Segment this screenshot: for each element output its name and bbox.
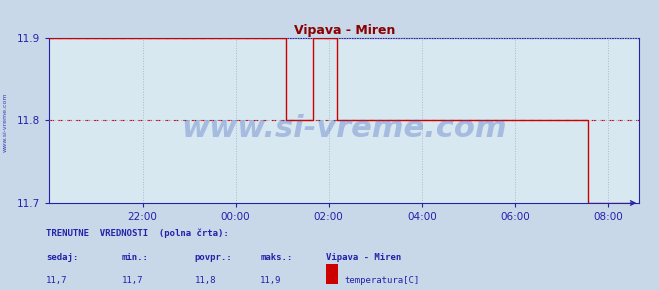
Text: 11,7: 11,7 <box>46 276 68 285</box>
Text: 11,9: 11,9 <box>260 276 282 285</box>
Text: povpr.:: povpr.: <box>194 253 232 262</box>
Text: min.:: min.: <box>122 253 149 262</box>
Text: Vipava - Miren: Vipava - Miren <box>326 253 401 262</box>
Text: www.si-vreme.com: www.si-vreme.com <box>3 92 8 152</box>
Text: www.si-vreme.com: www.si-vreme.com <box>181 114 507 143</box>
Text: maks.:: maks.: <box>260 253 293 262</box>
Text: sedaj:: sedaj: <box>46 253 78 262</box>
Text: temperatura[C]: temperatura[C] <box>345 276 420 285</box>
Text: 11,7: 11,7 <box>122 276 144 285</box>
Text: 11,8: 11,8 <box>194 276 216 285</box>
Text: TRENUTNE  VREDNOSTI  (polna črta):: TRENUTNE VREDNOSTI (polna črta): <box>46 229 229 238</box>
Title: Vipava - Miren: Vipava - Miren <box>294 23 395 37</box>
